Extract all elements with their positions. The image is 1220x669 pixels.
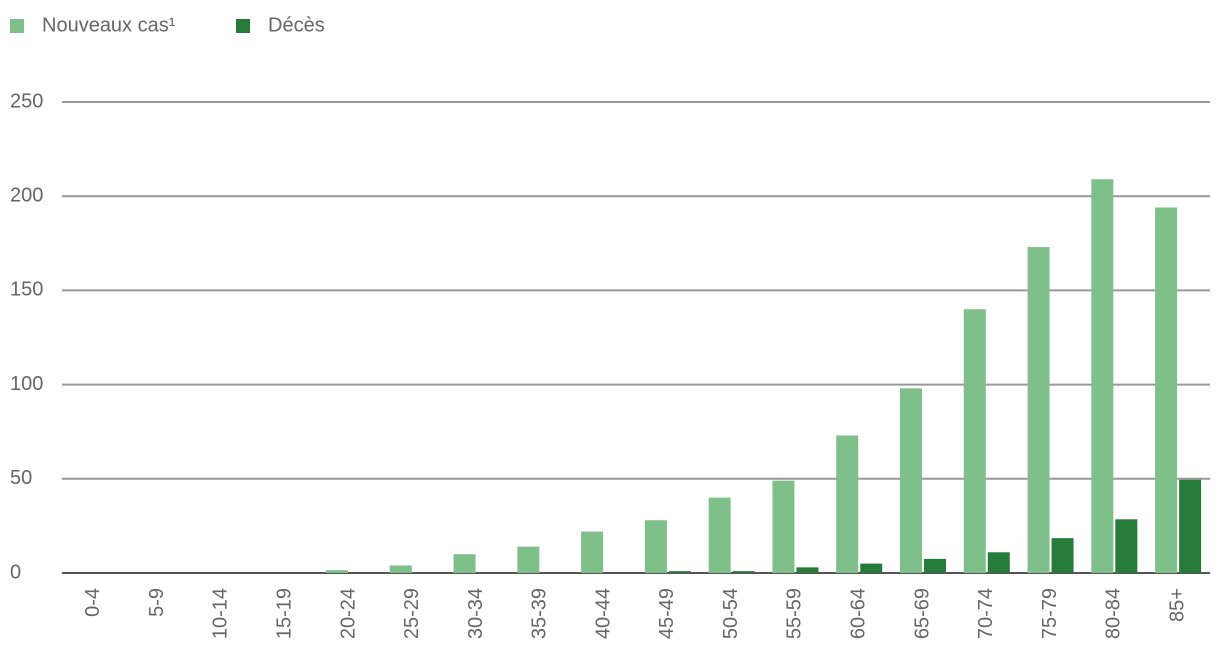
x-tick-label: 55-59 [784,588,806,639]
bar [1027,247,1050,573]
y-tick-label: 100 [10,373,43,395]
y-tick-label: 150 [10,279,43,301]
x-tick-label: 5-9 [146,588,168,617]
x-tick-label: 60-64 [848,588,870,639]
bar [326,570,348,573]
legend-swatch [236,19,250,33]
legend-label: Nouveaux cas¹ [42,14,176,36]
x-tick-label: 85+ [1166,588,1188,622]
legend-label: Décès [268,14,325,36]
legend-swatch [10,19,24,33]
x-tick-label: 35-39 [529,588,551,639]
bar [900,388,922,573]
x-tick-label: 0-4 [82,588,104,617]
bar [732,571,755,573]
y-tick-label: 50 [10,467,32,489]
bar [453,554,476,573]
bar [1115,519,1138,573]
bar [836,435,859,573]
x-tick-label: 50-54 [720,588,742,639]
bar [1091,179,1114,573]
bar [1051,538,1074,573]
bar [668,571,691,573]
bar [517,546,540,573]
bar [772,480,795,573]
bar [389,565,412,573]
x-tick-label: 30-34 [465,588,487,639]
bar [963,309,986,573]
y-tick-label: 200 [10,184,43,206]
x-tick-label: 45-49 [656,588,678,639]
bar [708,497,731,573]
bar [581,531,604,573]
bar [1155,207,1178,573]
bar [987,552,1010,573]
x-tick-label: 25-29 [401,588,423,639]
x-tick-label: 80-84 [1103,588,1125,639]
bar [1179,479,1202,573]
bar [924,558,946,573]
x-tick-label: 40-44 [592,588,614,639]
bar [860,563,883,573]
bar [644,520,667,573]
x-tick-label: 75-79 [1039,588,1061,639]
bar [796,567,819,573]
x-tick-label: 10-14 [210,588,232,639]
x-tick-label: 15-19 [274,588,296,639]
x-tick-label: 20-24 [337,588,359,639]
y-tick-label: 250 [10,90,43,112]
x-tick-label: 65-69 [911,588,933,639]
x-tick-label: 70-74 [975,588,997,639]
y-tick-label: 0 [10,561,21,583]
